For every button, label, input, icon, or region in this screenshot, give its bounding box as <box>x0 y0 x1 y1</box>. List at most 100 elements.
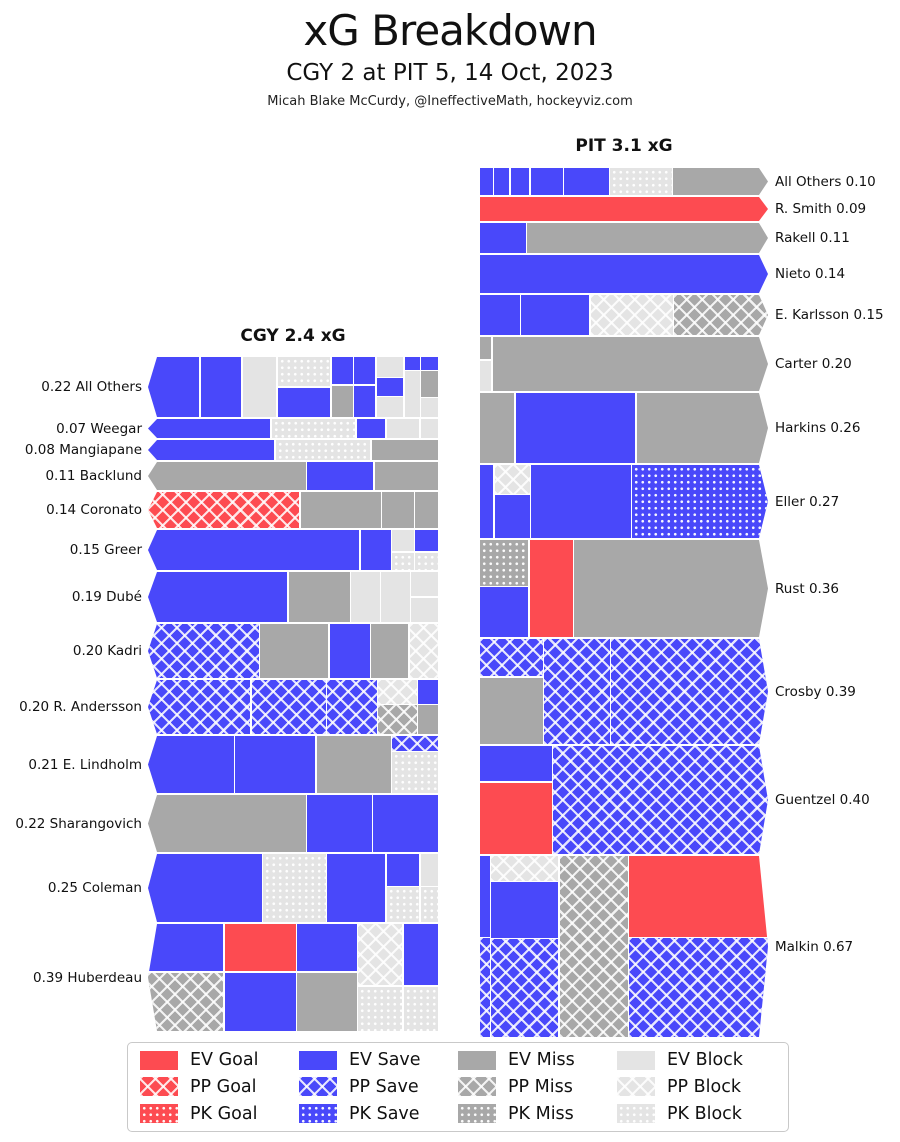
shot-cell-pp_save <box>480 639 543 676</box>
xg-bar <box>148 680 438 734</box>
shot-column <box>288 572 350 622</box>
player-label: 0.11 Backlund <box>45 468 142 484</box>
shot-cell-pk_block <box>271 419 356 438</box>
shot-column <box>611 639 768 744</box>
player-row-cgy-2: 0.08 Mangiapane <box>25 440 438 460</box>
shot-cell-pp_save <box>480 938 490 1037</box>
shot-cell-pp_block <box>378 680 417 704</box>
shot-column <box>418 680 438 734</box>
pit-mosaic-chart: All Others 0.10 R. Smith 0.09 Rakell 0.11 N… <box>480 168 884 1039</box>
shot-cell-pk_block <box>610 168 671 195</box>
shot-cell-ev_block <box>404 371 420 417</box>
player-row-cgy-8: 0.20 R. Andersson <box>19 680 438 734</box>
shot-column <box>148 795 306 852</box>
shot-column <box>574 540 768 637</box>
shot-column <box>531 168 563 195</box>
xg-bar <box>480 746 768 854</box>
legend-item-ev_block: EV Block <box>617 1050 776 1070</box>
shot-cell-pp_block <box>491 856 558 881</box>
shot-cell-ev_save <box>386 854 420 886</box>
shot-column <box>148 357 200 417</box>
shot-cell-ev_miss <box>421 371 438 397</box>
shot-cell-ev_block <box>242 357 277 417</box>
cgy-chart-title: CGY 2.4 xG <box>240 326 346 346</box>
xg-bar <box>148 854 438 922</box>
player-label: 0.20 Kadri <box>72 643 142 659</box>
shot-cell-ev_save <box>516 393 636 463</box>
shot-cell-pk_save <box>632 465 768 538</box>
shot-cell-ev_block <box>411 572 438 597</box>
shot-cell-ev_block <box>381 572 410 622</box>
shot-cell-ev_block <box>420 854 438 886</box>
shot-cell-pk_block <box>403 986 438 1031</box>
shot-cell-pk_block <box>277 357 331 387</box>
shot-column <box>494 168 509 195</box>
shot-column <box>629 856 768 1037</box>
shot-column <box>148 624 259 678</box>
shot-cell-pk_block <box>392 552 414 570</box>
player-label: 0.39 Huberdeau <box>33 969 142 986</box>
shot-column <box>415 492 438 528</box>
shot-column <box>392 530 414 570</box>
page-title: xG Breakdown <box>303 6 597 55</box>
shot-cell-ev_miss <box>493 337 768 391</box>
shot-cell-pp_save <box>611 639 768 744</box>
shot-column <box>251 680 326 734</box>
shot-cell-pk_block <box>392 752 438 793</box>
shot-cell-ev_miss <box>371 624 409 678</box>
shot-cell-ev_miss <box>374 462 438 490</box>
xg-bar <box>480 168 768 195</box>
shot-cell-ev_save <box>531 465 630 538</box>
legend-item-pp_goal: PP Goal <box>140 1077 299 1097</box>
shot-column <box>376 357 403 417</box>
player-row-cgy-1: 0.07 Weegar <box>56 419 438 438</box>
player-label: E. Karlsson 0.15 <box>775 307 884 323</box>
player-label: 0.20 R. Andersson <box>19 699 142 715</box>
xg-bar <box>148 736 438 793</box>
shot-cell-ev_save <box>491 882 558 937</box>
shot-cell-ev_save <box>148 736 234 793</box>
shot-cell-ev_save <box>480 168 493 195</box>
player-row-pit-9: Crosby 0.39 <box>480 639 856 744</box>
legend-item-pk_block: PK Block <box>617 1104 776 1124</box>
legend-item-pk_save: PK Save <box>299 1104 458 1124</box>
shot-cell-ev_miss <box>480 393 514 463</box>
shot-cell-ev_goal <box>629 856 768 937</box>
shot-cell-ev_save <box>327 854 386 922</box>
shot-cell-ev_save <box>148 530 360 570</box>
legend-label: PK Miss <box>508 1103 574 1124</box>
xg-bar <box>480 393 768 463</box>
player-row-pit-10: Guentzel 0.40 <box>480 746 870 854</box>
shot-column <box>263 854 326 922</box>
legend-label: EV Miss <box>508 1050 575 1071</box>
shot-column <box>327 680 377 734</box>
shot-column <box>371 440 438 460</box>
shot-column <box>564 168 609 195</box>
legend-item-ev_miss: EV Miss <box>458 1050 617 1070</box>
shot-cell-ev_save <box>404 357 420 370</box>
player-row-pit-8: Rust 0.36 <box>480 540 839 637</box>
xg-bar <box>480 223 768 253</box>
shot-column <box>271 419 356 438</box>
shot-cell-pp_save <box>553 746 768 854</box>
player-label: Harkins 0.26 <box>775 420 861 436</box>
shot-cell-pp_save <box>251 680 326 734</box>
shot-cell-pk_miss <box>480 540 528 586</box>
legend-swatch-ev_miss <box>458 1050 496 1070</box>
legend-swatch-pk_goal <box>140 1104 178 1124</box>
shot-column <box>632 465 768 538</box>
legend-swatch-pp_save <box>299 1077 337 1097</box>
shot-cell-ev_save <box>200 357 242 417</box>
shot-column <box>673 168 768 195</box>
legend-item-pp_save: PP Save <box>299 1077 458 1097</box>
shot-column <box>200 357 242 417</box>
legend-label: PP Miss <box>508 1076 573 1097</box>
player-label: Carter 0.20 <box>775 356 852 372</box>
shot-column <box>480 393 514 463</box>
shot-cell-ev_save <box>494 168 509 195</box>
legend-swatch-ev_goal <box>140 1050 178 1070</box>
legend-item-pk_miss: PK Miss <box>458 1104 617 1124</box>
shot-cell-ev_miss <box>418 705 438 734</box>
shot-cell-ev_save <box>307 462 374 490</box>
